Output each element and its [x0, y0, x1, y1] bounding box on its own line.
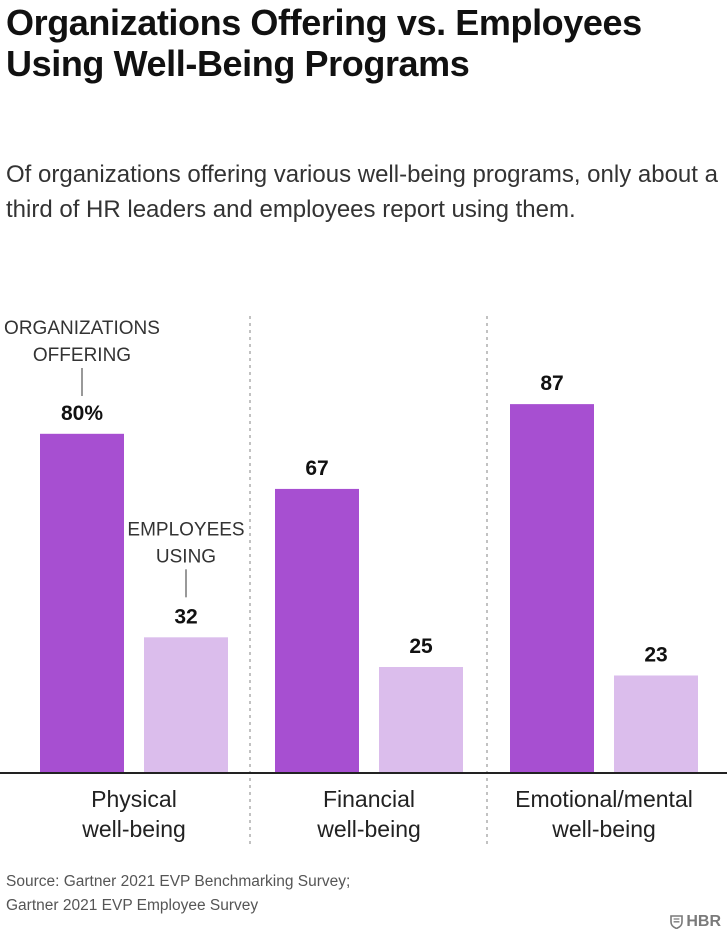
bar-employees-using	[144, 637, 228, 773]
bar-value-label: 80%	[61, 402, 103, 425]
series-label-organizations-offering: ORGANIZATIONS	[4, 318, 160, 339]
bar-value-label: 32	[174, 605, 197, 628]
category-label: well-being	[551, 816, 656, 842]
bar-value-label: 87	[540, 372, 563, 395]
bar-employees-using	[379, 667, 463, 773]
category-label: well-being	[81, 816, 186, 842]
source-line: Gartner 2021 EVP Employee Survey	[6, 897, 259, 914]
bar-organizations-offering	[275, 488, 359, 773]
category-label: Emotional/mental	[515, 786, 693, 812]
brand-name: HBR	[686, 913, 721, 930]
bar-value-label: 67	[305, 457, 328, 480]
bar-organizations-offering	[40, 433, 124, 773]
source-line: Source: Gartner 2021 EVP Benchmarking Su…	[6, 873, 351, 890]
chart-subtitle: Of organizations offering various well-b…	[6, 161, 718, 223]
bar-employees-using	[614, 675, 698, 773]
category-label: Financial	[323, 786, 415, 812]
series-label-employees-using: USING	[156, 546, 216, 567]
brand-logo: HBR	[670, 912, 721, 932]
category-label: well-being	[316, 816, 421, 842]
bar-value-label: 25	[409, 635, 433, 658]
category-label: Physical	[91, 786, 177, 812]
series-label-employees-using: EMPLOYEES	[127, 519, 244, 540]
bar-organizations-offering	[510, 404, 594, 773]
hbr-shield-icon	[670, 915, 684, 929]
series-label-organizations-offering: OFFERING	[33, 345, 131, 366]
bar-value-label: 23	[644, 643, 667, 666]
chart-title: Organizations Offering vs. Employees Usi…	[6, 2, 642, 84]
bar-chart: 80% 67 87 32 25 23 Physical well-being Financial…	[0, 316, 727, 845]
source-note: Source: Gartner 2021 EVP Benchmarking Su…	[6, 870, 350, 918]
